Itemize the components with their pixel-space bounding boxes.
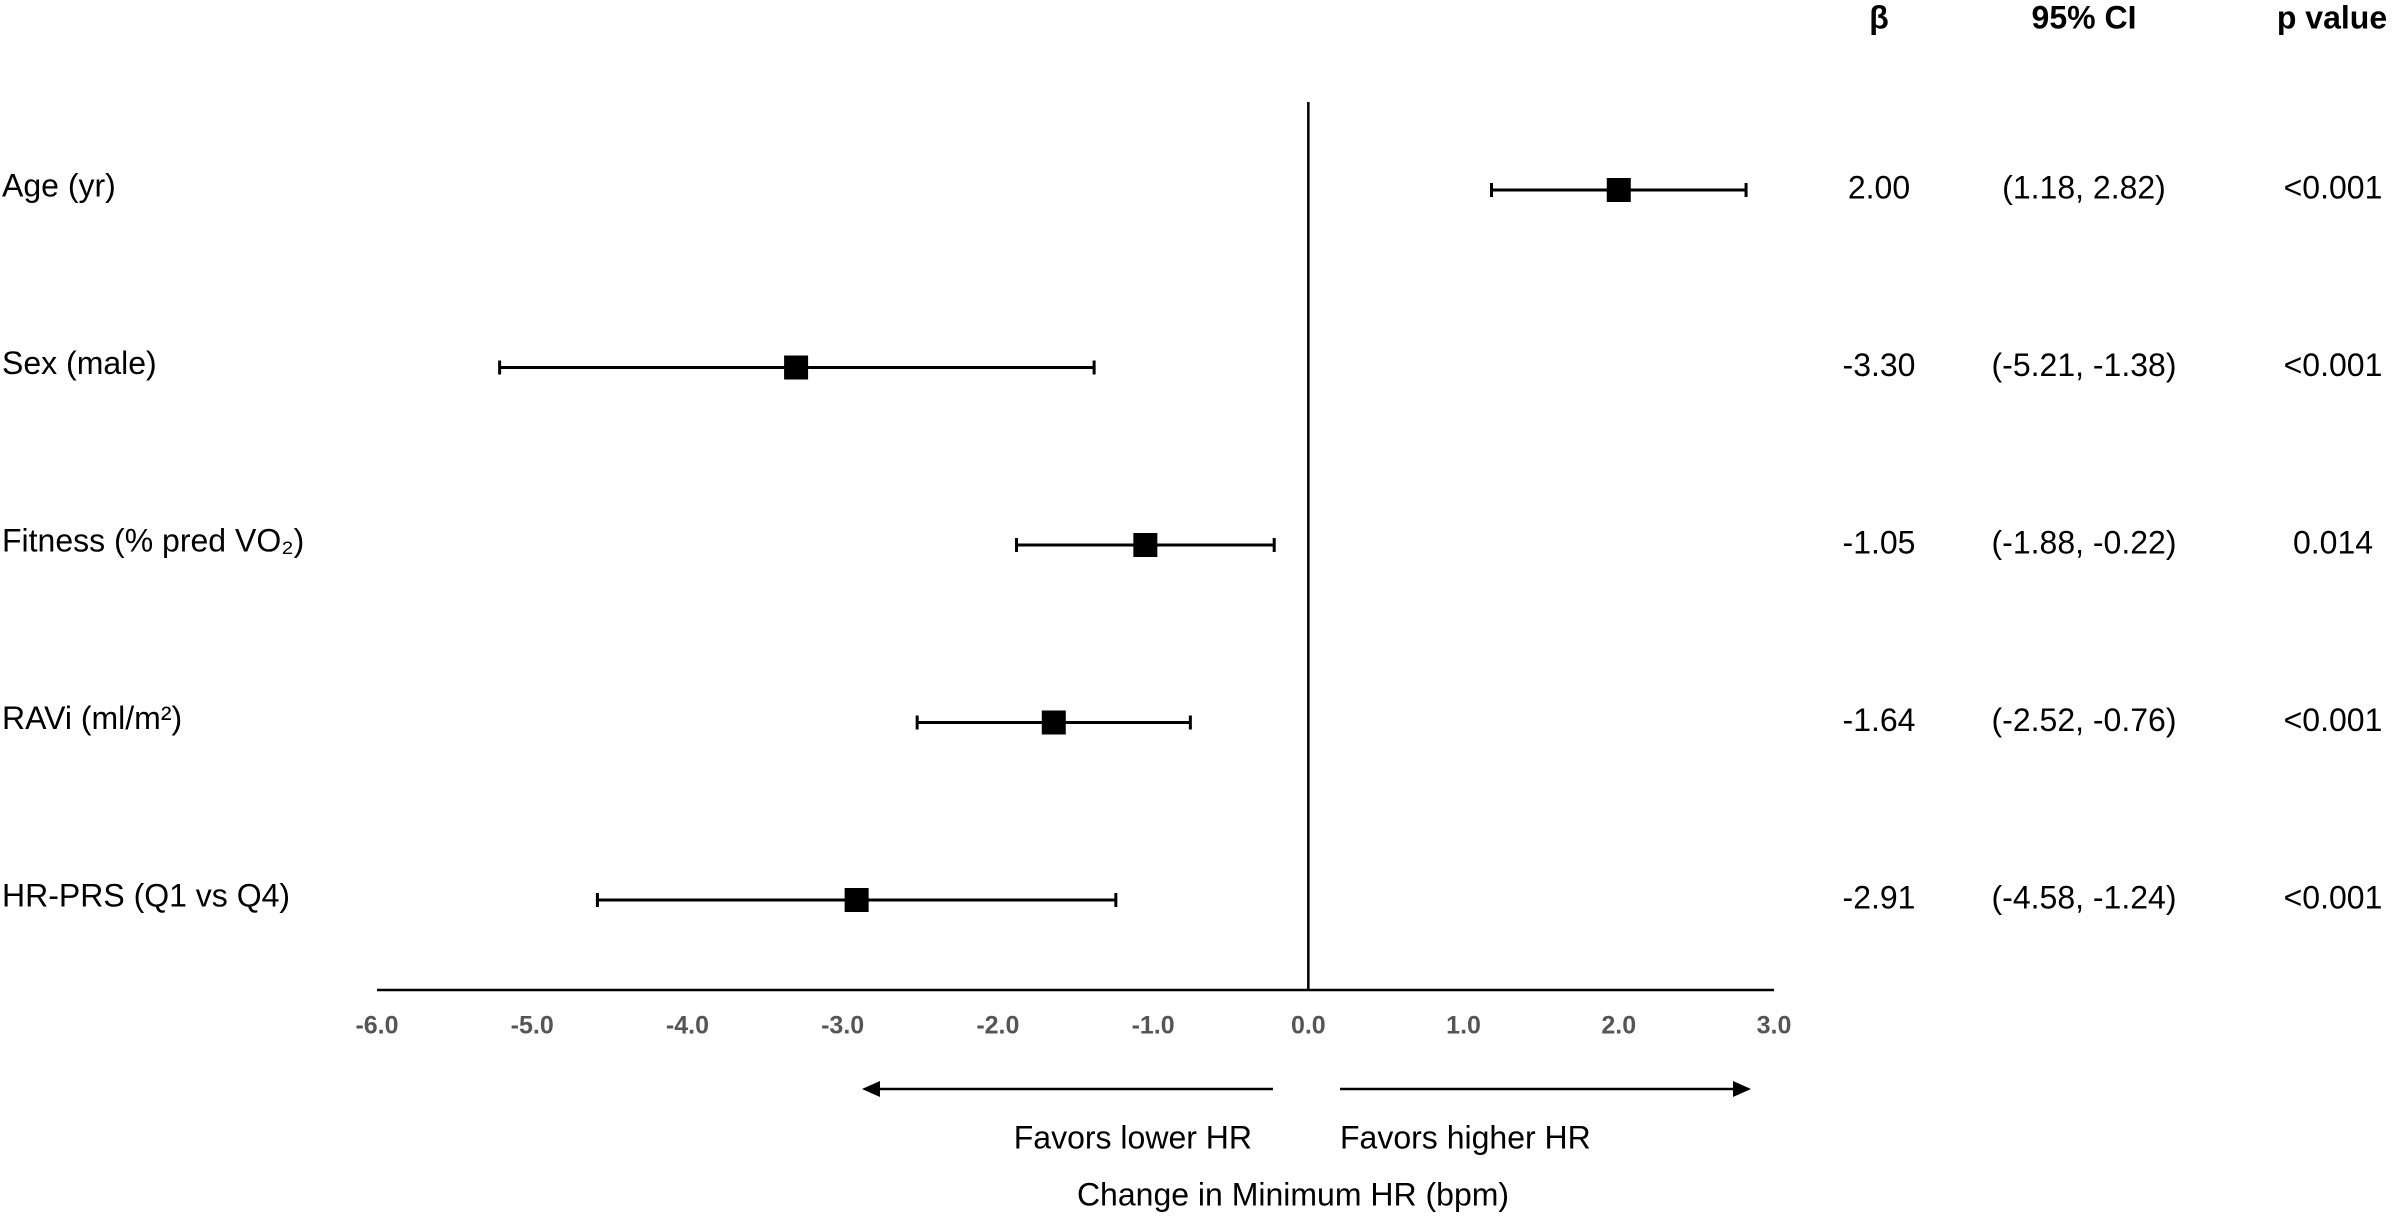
annotation: Favors higher HR <box>1340 1119 1591 1155</box>
beta-value: -1.64 <box>1843 702 1916 738</box>
point-estimate <box>1133 533 1158 557</box>
ci-value: (1.18, 2.82) <box>2002 169 2166 205</box>
x-tick-label: -5.0 <box>511 1012 554 1040</box>
point-estimate <box>844 888 869 912</box>
beta-value: -3.30 <box>1843 347 1916 383</box>
x-tick-label: 0.0 <box>1291 1012 1326 1040</box>
arrow-head <box>862 1081 880 1097</box>
x-tick-label: -6.0 <box>355 1012 398 1040</box>
x-tick-label: -3.0 <box>821 1012 864 1040</box>
p-value: <0.001 <box>2284 169 2383 205</box>
row-label: Sex (male) <box>2 345 157 381</box>
annotation: Favors lower HR <box>1014 1119 1252 1155</box>
x-tick-label: 1.0 <box>1446 1012 1481 1040</box>
x-tick-label: 2.0 <box>1601 1012 1636 1040</box>
beta-value: 2.00 <box>1848 169 1910 205</box>
ci-value: (-5.21, -1.38) <box>1992 347 2177 383</box>
x-tick-label: -1.0 <box>1132 1012 1175 1040</box>
ci-value: (-2.52, -0.76) <box>1992 702 2177 738</box>
column-header: β <box>1869 0 1889 35</box>
column-header: p value <box>2277 0 2387 35</box>
ci-value: (-1.88, -0.22) <box>1992 524 2177 560</box>
row-label: Fitness (% pred VO₂) <box>2 522 304 558</box>
row-label: HR-PRS (Q1 vs Q4) <box>2 877 290 913</box>
p-value: <0.001 <box>2284 702 2383 738</box>
beta-value: -2.91 <box>1843 879 1916 915</box>
column-header: 95% CI <box>2032 0 2137 35</box>
p-value: <0.001 <box>2284 347 2383 383</box>
point-estimate <box>1041 710 1066 735</box>
p-value: 0.014 <box>2293 524 2373 560</box>
x-tick-label: 3.0 <box>1757 1012 1792 1040</box>
row-label: Age (yr) <box>2 167 116 203</box>
ci-value: (-4.58, -1.24) <box>1992 879 2177 915</box>
x-tick-label: -2.0 <box>976 1012 1019 1040</box>
p-value: <0.001 <box>2284 879 2383 915</box>
x-axis-title: Change in Minimum HR (bpm) <box>1077 1176 1509 1212</box>
point-estimate <box>1606 178 1631 202</box>
beta-value: -1.05 <box>1843 524 1916 560</box>
row-label: RAVi (ml/m²) <box>2 700 182 736</box>
point-estimate <box>784 355 809 380</box>
arrow-head <box>1733 1081 1751 1097</box>
x-tick-label: -4.0 <box>666 1012 709 1040</box>
